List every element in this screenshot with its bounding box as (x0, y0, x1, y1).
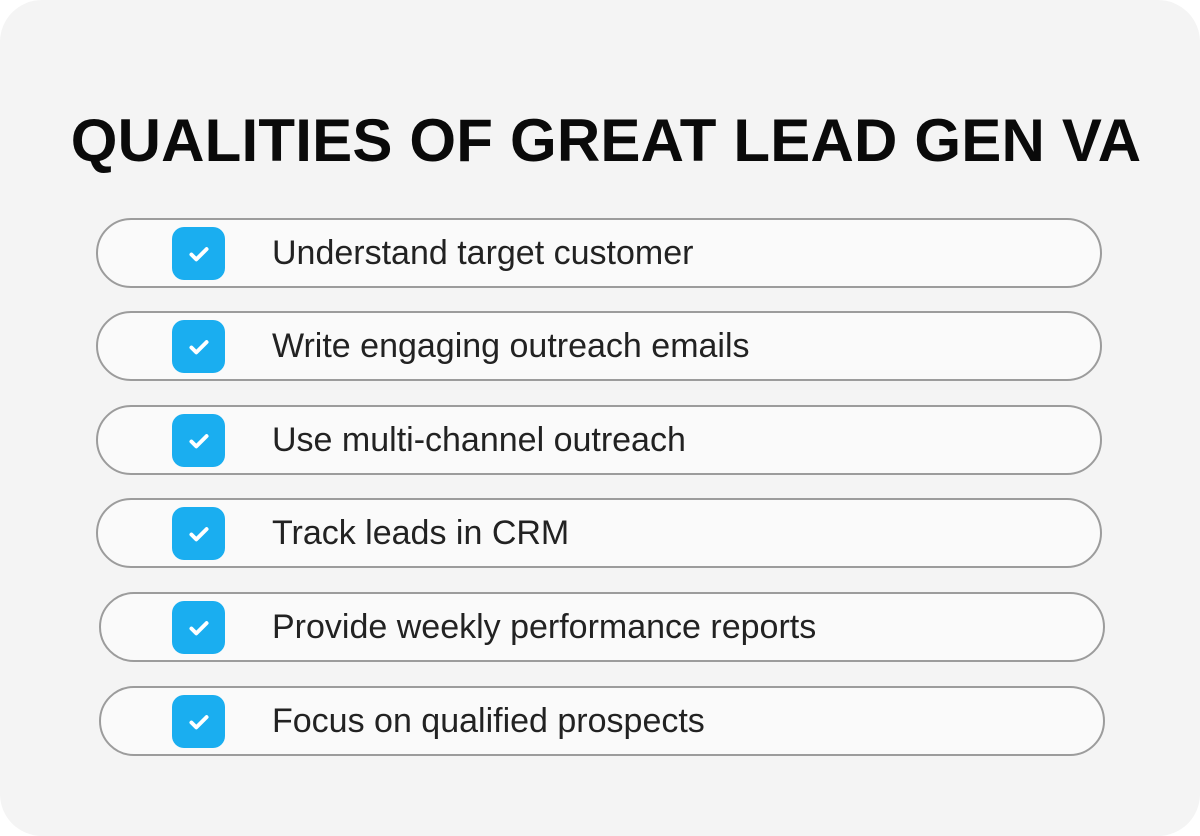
list-item: Write engaging outreach emails (96, 311, 1102, 381)
checkbox-checked-icon (172, 507, 225, 560)
checkbox-checked-icon (172, 695, 225, 748)
list-item: Track leads in CRM (96, 498, 1102, 568)
checkbox-checked-icon (172, 601, 225, 654)
list-item-label: Use multi-channel outreach (272, 421, 686, 459)
list-item-label: Write engaging outreach emails (272, 327, 750, 365)
list-item: Use multi-channel outreach (96, 405, 1102, 475)
list-item: Focus on qualified prospects (99, 686, 1105, 756)
checkbox-checked-icon (172, 414, 225, 467)
list-item-label: Focus on qualified prospects (272, 702, 705, 740)
list-item-label: Understand target customer (272, 234, 694, 272)
list-item-label: Track leads in CRM (272, 514, 570, 552)
list-item: Provide weekly performance reports (99, 592, 1105, 662)
page-title: QUALITIES OF GREAT LEAD GEN VA (70, 107, 1142, 174)
checkbox-checked-icon (172, 227, 225, 280)
checkbox-checked-icon (172, 320, 225, 373)
list-item: Understand target customer (96, 218, 1102, 288)
list-item-label: Provide weekly performance reports (272, 608, 817, 646)
